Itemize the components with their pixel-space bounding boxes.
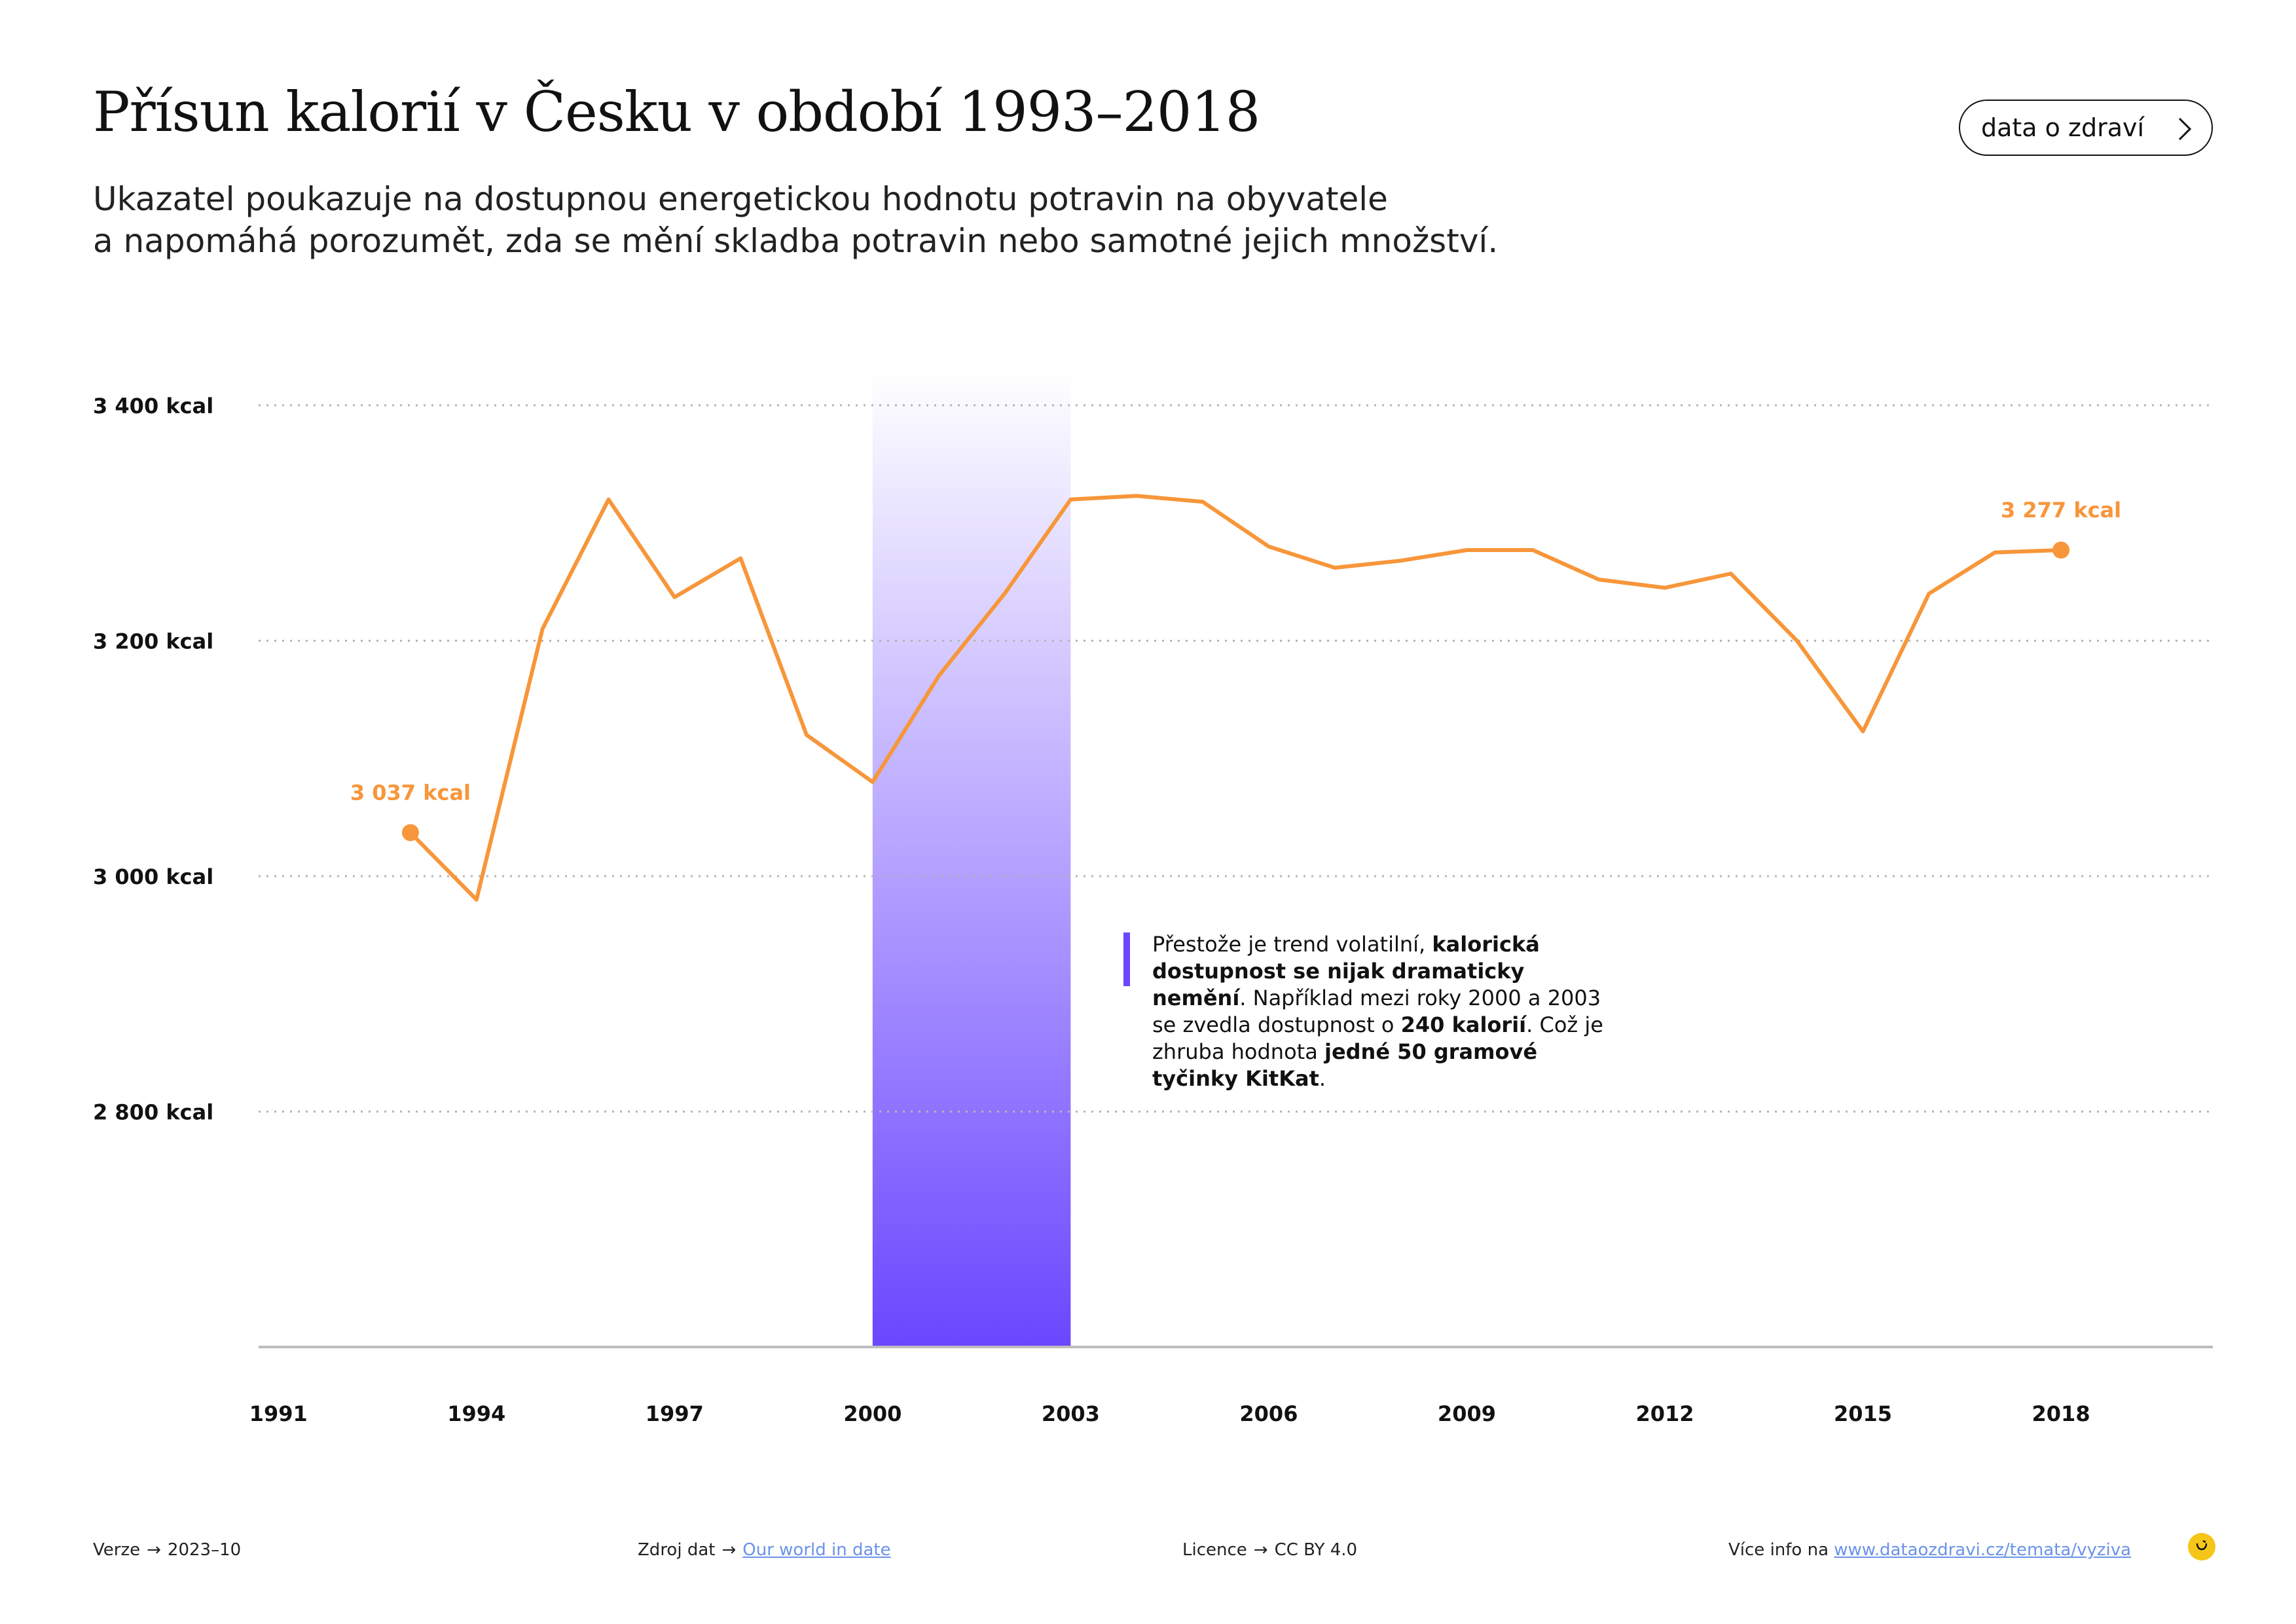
data-point bbox=[1927, 592, 1931, 596]
logo-glyph-icon bbox=[2196, 1540, 2208, 1551]
data-point bbox=[738, 557, 742, 561]
data-point bbox=[1003, 592, 1007, 596]
x-tick-label: 1991 bbox=[249, 1401, 308, 1426]
data-points bbox=[409, 494, 2063, 902]
note-text-1: Přestože je trend volatilní, bbox=[1152, 932, 1432, 957]
data-point bbox=[1729, 572, 1733, 576]
annotation-label: 3 037 kcal bbox=[350, 780, 471, 805]
series-line bbox=[408, 494, 2064, 902]
note-text-2: . Například mezi roky 2000 a 2003 se zve… bbox=[1152, 986, 1601, 1037]
arrow-right-icon: → bbox=[721, 1540, 737, 1560]
x-tick-label: 2000 bbox=[843, 1401, 902, 1426]
footer-source: Zdroj dat → Our world in date bbox=[638, 1540, 891, 1560]
data-point bbox=[1993, 551, 1997, 555]
x-tick-label: 2003 bbox=[1042, 1401, 1100, 1426]
data-point bbox=[1663, 586, 1667, 590]
brand-logo-icon[interactable] bbox=[2188, 1533, 2215, 1560]
x-tick-label: 1994 bbox=[447, 1401, 505, 1426]
footer-version: Verze → 2023–10 bbox=[93, 1540, 241, 1560]
y-tick-label: 3 400 kcal bbox=[93, 394, 213, 418]
subtitle-line-1: Ukazatel poukazuje na dostupnou energeti… bbox=[93, 180, 1388, 218]
note-text-3: . Což je zhruba hodnota bbox=[1152, 1012, 1603, 1064]
chart-title: Přísun kalorií v Česku v období 1993–201… bbox=[93, 80, 1260, 144]
data-point bbox=[1068, 498, 1072, 502]
line-chart: 3 400 kcal 3 200 kcal 3 000 kcal 2 800 kcal… bbox=[93, 370, 2213, 1426]
chart-subtitle: Ukazatel poukazuje na dostupnou energeti… bbox=[93, 178, 1498, 262]
more-info-label: Více info na bbox=[1728, 1540, 1829, 1560]
data-point bbox=[475, 898, 479, 902]
x-tick-label: 2012 bbox=[1635, 1401, 1694, 1426]
data-point bbox=[1795, 638, 1799, 642]
data-o-zdravi-button[interactable]: data o zdraví bbox=[1959, 100, 2213, 156]
y-axis-ticks: 3 400 kcal 3 200 kcal 3 000 kcal 2 800 kcal bbox=[93, 394, 213, 1125]
data-point bbox=[1201, 500, 1205, 504]
annotation-note: Přestože je trend volatilní, kalorická d… bbox=[1152, 931, 1624, 1092]
note-bold-1: kalorická dostupnost se nijak dramaticky… bbox=[1152, 932, 1540, 1010]
source-label: Zdroj dat bbox=[638, 1540, 716, 1560]
y-tick-label: 2 800 kcal bbox=[93, 1099, 213, 1124]
footer-more-info: Více info na www.dataozdravi.cz/temata/v… bbox=[1728, 1540, 2131, 1560]
note-accent-bar bbox=[1123, 932, 1130, 986]
note-bold-3: jedné 50 gramové tyčinky KitKat bbox=[1152, 1039, 1538, 1091]
data-point bbox=[672, 595, 676, 599]
x-tick-label: 2006 bbox=[1239, 1401, 1298, 1426]
annotation-label: 3 277 kcal bbox=[2001, 498, 2121, 523]
x-tick-label: 2015 bbox=[1834, 1401, 1892, 1426]
version-label: Verze bbox=[93, 1540, 141, 1560]
annotation-dot bbox=[401, 824, 419, 841]
subtitle-line-2: a napomáhá porozumět, zda se mění skladb… bbox=[93, 222, 1499, 260]
highlight-band-2000-2003 bbox=[872, 370, 1071, 1347]
license-label: Licence bbox=[1182, 1540, 1247, 1560]
data-point bbox=[1465, 548, 1468, 552]
data-point bbox=[1399, 559, 1403, 563]
data-point bbox=[1861, 729, 1865, 733]
y-tick-label: 3 000 kcal bbox=[93, 864, 213, 889]
x-tick-label: 2009 bbox=[1438, 1401, 1496, 1426]
data-point bbox=[606, 498, 610, 502]
x-axis-ticks: 1991 1994 1997 2000 2003 2006 2009 2012 2015 2018 bbox=[249, 1401, 2090, 1426]
license-value: CC BY 4.0 bbox=[1274, 1540, 1358, 1560]
footer-license: Licence → CC BY 4.0 bbox=[1182, 1540, 1357, 1560]
data-point bbox=[1267, 545, 1271, 549]
y-tick-label: 3 200 kcal bbox=[93, 629, 213, 654]
annotation-dot bbox=[2052, 542, 2070, 559]
chevron-right-icon bbox=[2178, 117, 2192, 141]
x-tick-label: 2018 bbox=[2032, 1401, 2090, 1426]
data-point bbox=[805, 733, 809, 737]
version-value: 2023–10 bbox=[167, 1540, 242, 1560]
data-o-zdravi-button-label: data o zdraví bbox=[1981, 113, 2145, 142]
data-point bbox=[1333, 566, 1337, 570]
data-point bbox=[1597, 578, 1601, 581]
data-point bbox=[937, 674, 941, 678]
source-link[interactable]: Our world in date bbox=[742, 1540, 891, 1560]
note-text-4: . bbox=[1319, 1066, 1326, 1091]
annotations: 3 037 kcal 3 277 kcal bbox=[350, 498, 2121, 841]
data-point bbox=[1531, 548, 1535, 552]
arrow-right-icon: → bbox=[1253, 1540, 1268, 1560]
more-info-link[interactable]: www.dataozdravi.cz/temata/vyziva bbox=[1834, 1540, 2132, 1560]
x-tick-label: 1997 bbox=[646, 1401, 704, 1426]
data-point bbox=[871, 780, 875, 784]
arrow-right-icon: → bbox=[147, 1540, 161, 1560]
data-point bbox=[541, 627, 545, 631]
data-point bbox=[1135, 494, 1139, 498]
note-bold-2: 240 kalorií bbox=[1400, 1012, 1527, 1037]
